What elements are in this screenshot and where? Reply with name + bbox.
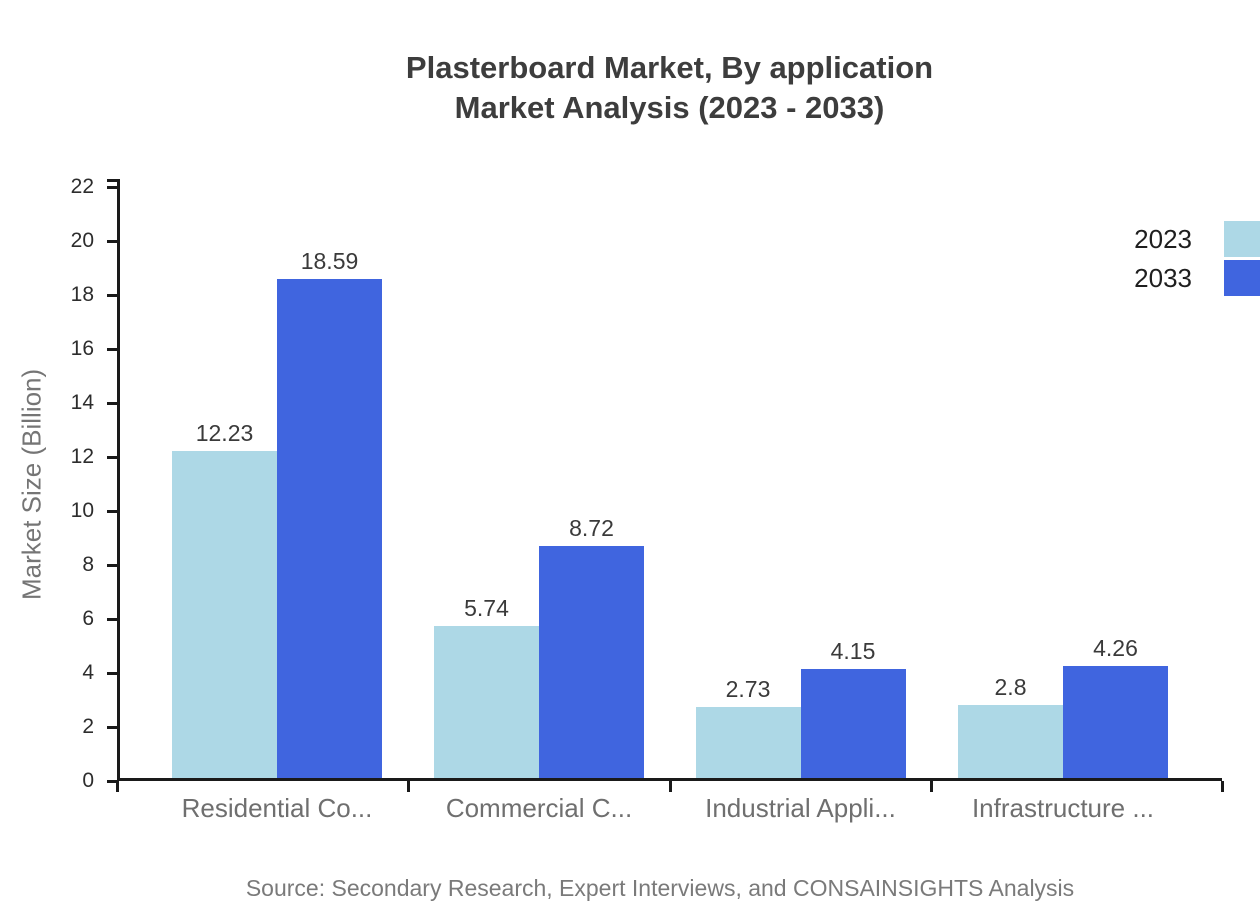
x-category-label: Commercial C... [445,793,633,823]
y-tick-label: 2 [82,715,94,738]
bar-value-label: 5.74 [464,595,509,622]
y-tick [107,455,117,459]
bar-2033-2 [800,668,906,781]
y-tick [107,509,117,513]
y-tick [107,347,117,351]
y-tick [107,563,117,567]
bar-2023-3 [958,705,1063,781]
bar-2023-1 [434,626,539,781]
y-axis-title: Market Size (Billion) [16,368,47,600]
y-axis-line [117,179,120,781]
y-tick-label: 0 [82,769,94,792]
bar-value-label: 18.59 [300,248,359,275]
bar-value-label: 12.23 [195,419,254,446]
bar-value-label: 2.8 [994,674,1027,701]
y-tick-label: 4 [82,661,94,684]
chart-title-line1: Plasterboard Market, By application [405,50,934,85]
y-tick [107,671,117,675]
y-tick-label: 18 [70,283,94,306]
y-tick-label: 14 [70,391,94,414]
y-tick [107,185,117,189]
y-tick-label: 12 [70,445,94,468]
x-tick [406,781,410,792]
x-category-label: Residential Co... [181,793,373,823]
y-tick-label: 20 [70,229,94,252]
bar-2023-2 [695,707,801,781]
x-category-label: Industrial Appli... [705,793,896,823]
plot-area: 0 2 4 6 8 10 12 14 16 18 20 22 12.23 5.74 2.73 2.8 18.59… [71,175,1224,823]
y-tick-label: 16 [70,337,94,360]
bar-2023-0 [172,450,277,781]
bar-value-label: 2.73 [725,676,771,703]
x-tick [668,781,672,792]
y-tick [107,401,117,405]
y-tick-label: 10 [70,499,94,522]
legend-swatch-2023 [1224,221,1260,257]
bar-2033-3 [1063,665,1168,781]
source-note: Source: Secondary Research, Expert Inter… [245,875,1075,901]
y-tick [107,779,117,783]
x-tick [929,781,933,792]
y-tick [107,617,117,621]
legend-swatch-2033 [1224,260,1260,296]
y-tick [107,725,117,729]
chart-title: Plasterboard Market, By application Mark… [117,48,1222,128]
bar-2033-1 [539,545,644,781]
y-tick [107,293,117,297]
bar-value-label: 8.72 [569,514,614,541]
x-category-label: Infrastructure ... [971,793,1155,823]
chart-title-line2: Market Analysis (2023 - 2033) [454,90,885,125]
x-axis-line [117,778,1222,781]
bar-value-label: 4.15 [830,637,876,664]
bar-2033-0 [277,279,382,781]
x-tick [115,781,119,792]
y-tick-label: 6 [82,607,94,630]
y-tick-label: 8 [82,553,94,576]
y-axis-cap-tick [107,179,117,182]
y-tick-label: 22 [70,175,94,198]
bar-value-label: 4.26 [1093,634,1138,661]
y-tick [107,239,117,243]
x-tick [1220,781,1224,792]
